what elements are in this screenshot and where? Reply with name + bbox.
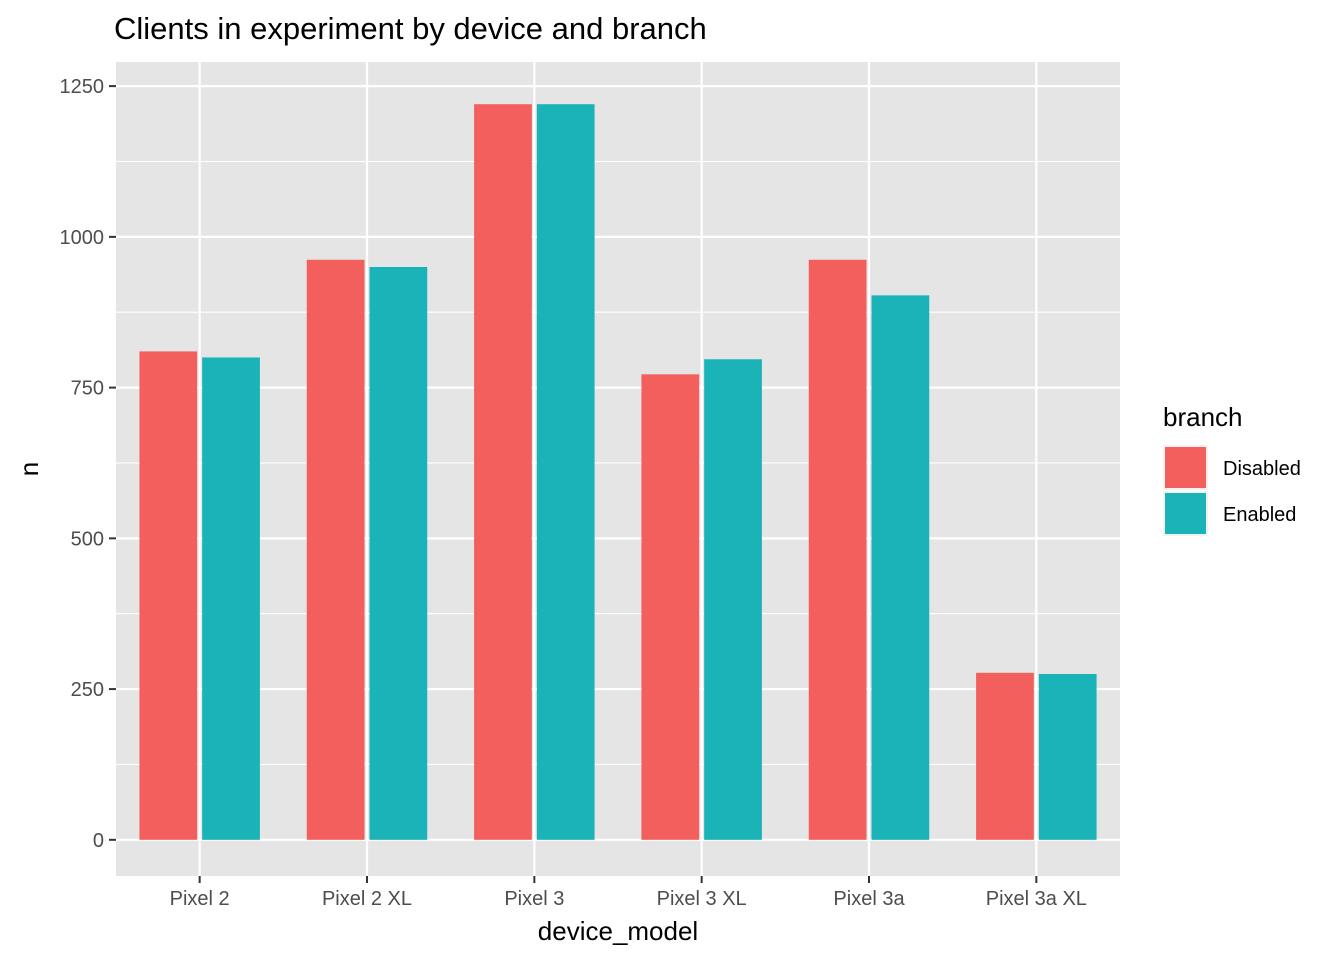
plot-panel — [116, 62, 1120, 876]
chart-title: Clients in experiment by device and bran… — [114, 11, 707, 46]
bar-enabled-pixel-2-xl — [369, 267, 428, 840]
bar-enabled-pixel-2 — [202, 357, 260, 840]
x-tick-label: Pixel 3a — [833, 888, 905, 910]
bar-disabled-pixel-3a-xl — [976, 672, 1034, 840]
x-axis: Pixel 2 Pixel 2 XL Pixel 3 Pixel 3 XL Pixel … — [170, 876, 1087, 910]
y-tick-label: 750 — [71, 378, 104, 400]
bars — [139, 104, 1097, 840]
bar-enabled-pixel-3-xl — [704, 359, 762, 840]
grid-lines — [116, 62, 1120, 876]
y-tick-label: 500 — [71, 528, 104, 550]
bar-disabled-pixel-3-xl — [641, 374, 700, 840]
legend-label-disabled: Disabled — [1223, 458, 1301, 480]
x-tick-label: Pixel 3a XL — [986, 888, 1087, 910]
bar-disabled-pixel-2 — [139, 351, 198, 840]
bar-disabled-pixel-3 — [474, 104, 532, 840]
legend-key-disabled — [1165, 447, 1206, 488]
bar-enabled-pixel-3a-xl — [1038, 674, 1097, 840]
bar-enabled-pixel-3 — [536, 104, 595, 840]
y-axis: 0 250 500 750 1000 1250 — [60, 76, 116, 852]
y-tick-label: 1000 — [60, 227, 105, 249]
bar-disabled-pixel-3a — [808, 259, 867, 840]
x-tick-label: Pixel 3 XL — [657, 888, 747, 910]
legend-key-enabled — [1165, 493, 1206, 534]
y-tick-label: 1250 — [60, 76, 105, 98]
x-tick-label: Pixel 2 — [170, 888, 230, 910]
x-axis-title: device_model — [538, 916, 698, 946]
y-axis-title: n — [14, 462, 44, 476]
y-tick-label: 250 — [71, 679, 104, 701]
bar-enabled-pixel-3a — [871, 295, 930, 840]
bar-disabled-pixel-2-xl — [306, 259, 365, 840]
legend-title: branch — [1163, 402, 1243, 432]
legend: branch Disabled Enabled — [1163, 402, 1301, 536]
legend-label-enabled: Enabled — [1223, 504, 1296, 526]
y-tick-label: 0 — [93, 830, 104, 852]
x-tick-label: Pixel 3 — [504, 888, 564, 910]
x-tick-label: Pixel 2 XL — [322, 888, 412, 910]
